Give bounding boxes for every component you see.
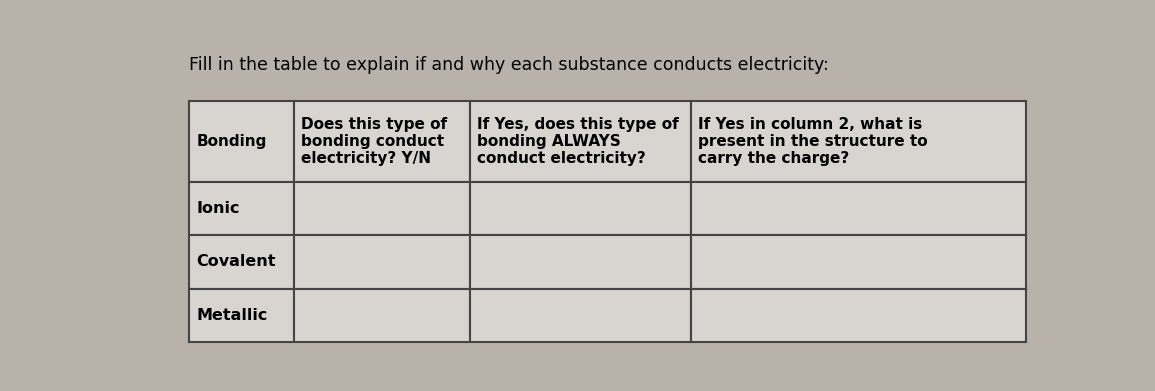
Text: Metallic: Metallic — [196, 308, 268, 323]
Bar — [189, 289, 293, 342]
Bar — [469, 235, 692, 289]
Bar — [293, 235, 469, 289]
Bar — [469, 101, 692, 182]
Bar — [692, 182, 1026, 235]
Bar — [469, 182, 692, 235]
Text: If Yes, does this type of
bonding ALWAYS
conduct electricity?: If Yes, does this type of bonding ALWAYS… — [477, 117, 678, 166]
Bar — [692, 101, 1026, 182]
Bar — [189, 182, 293, 235]
Text: Fill in the table to explain if and why each substance conducts electricity:: Fill in the table to explain if and why … — [189, 56, 829, 74]
Bar — [293, 289, 469, 342]
Text: If Yes in column 2, what is
present in the structure to
carry the charge?: If Yes in column 2, what is present in t… — [699, 117, 929, 166]
Text: Covalent: Covalent — [196, 255, 276, 269]
Bar — [189, 101, 293, 182]
Bar — [469, 289, 692, 342]
Bar — [189, 235, 293, 289]
Text: Bonding: Bonding — [196, 134, 267, 149]
Bar — [293, 182, 469, 235]
Text: Ionic: Ionic — [196, 201, 240, 216]
Bar — [293, 101, 469, 182]
Bar — [692, 235, 1026, 289]
Text: Does this type of
bonding conduct
electricity? Y/N: Does this type of bonding conduct electr… — [301, 117, 447, 166]
Bar — [692, 289, 1026, 342]
